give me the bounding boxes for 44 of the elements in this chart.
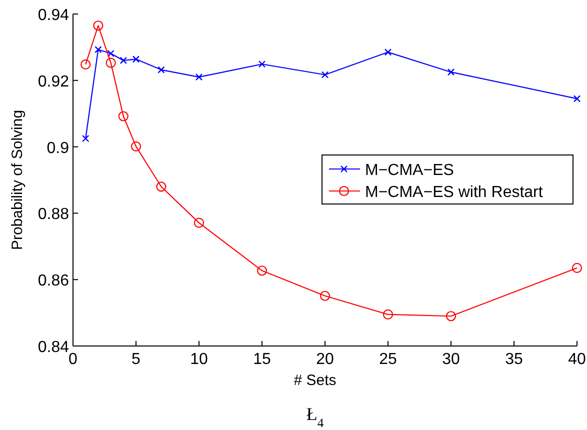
legend-label: M−CMA−ES [365,162,454,179]
x-axis-title: # Sets [294,372,336,389]
point [156,182,166,192]
x-tick-label: 10 [190,351,208,368]
point [120,56,127,64]
point [82,134,90,142]
y-tick-label: 0.92 [38,73,70,90]
x-tick-label: 30 [442,351,460,368]
x-tick-label: 5 [132,351,141,368]
point [118,111,128,122]
x-tick-label: 40 [568,351,586,368]
point [130,141,142,152]
point [107,50,114,58]
point [573,95,581,102]
x-tick-label: 25 [379,351,397,368]
point [106,58,116,68]
point [446,311,456,322]
point [384,48,392,56]
y-tick-label: 0.84 [38,339,70,356]
point [447,68,455,76]
point [572,262,582,274]
y-tick-label: 0.94 [38,7,70,24]
y-tick-label: 0.86 [38,272,70,290]
point [93,20,104,31]
point [256,266,268,276]
point [382,309,394,320]
point [320,290,330,301]
point [195,73,203,81]
point [158,66,165,74]
x-tick-label: 0 [68,351,78,368]
point [132,56,140,63]
y-tick-label: 0.9 [46,140,70,157]
text: Ł$_{4}$ [306,404,324,430]
point [258,60,266,68]
y-axis-title: Probability of Solving [9,110,26,250]
x-tick-label: 20 [316,351,334,368]
y-tick-label: 0.88 [38,206,70,224]
point [80,59,91,70]
point [194,218,204,228]
point [94,46,102,54]
x-tick-label: 35 [505,351,523,368]
point [321,71,329,78]
legend-label: M−CMA−ES with Restart [365,184,544,201]
x-tick-label: 15 [253,351,271,368]
